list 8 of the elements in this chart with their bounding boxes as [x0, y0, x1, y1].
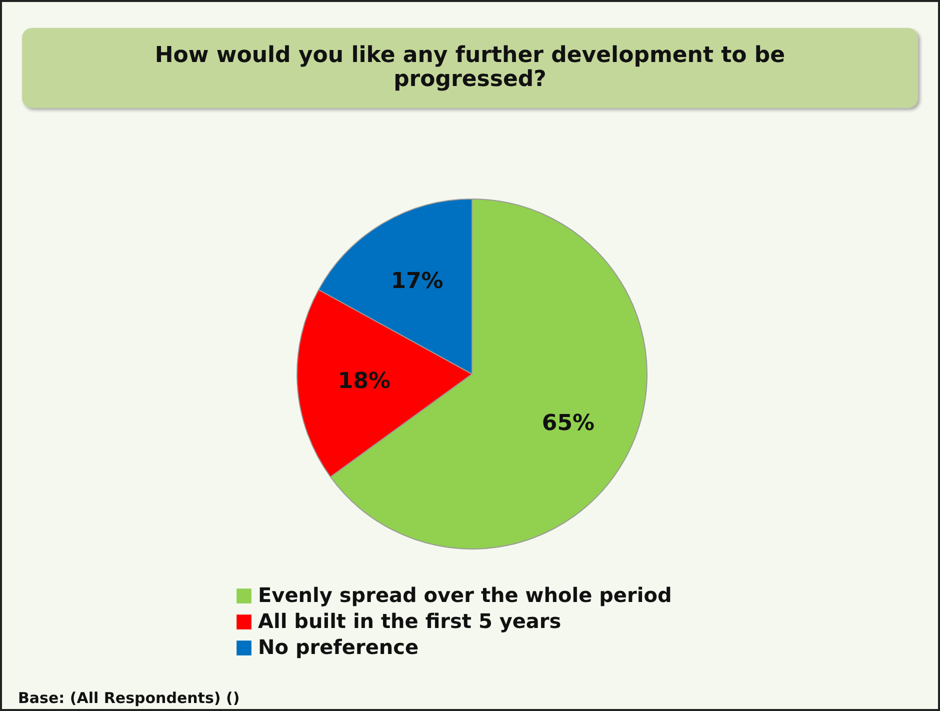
data-label: 65%	[542, 411, 595, 436]
legend-label: Evenly spread over the whole period	[258, 583, 672, 607]
legend-label: No preference	[258, 635, 419, 659]
legend-label: All built in the first 5 years	[258, 609, 562, 633]
text: Base: (All Respondents) ()	[18, 689, 240, 707]
data-label: 17%	[390, 269, 444, 294]
chart-title: How would you like any further development to be progressed?	[22, 28, 918, 108]
data-label: 18%	[338, 368, 391, 394]
